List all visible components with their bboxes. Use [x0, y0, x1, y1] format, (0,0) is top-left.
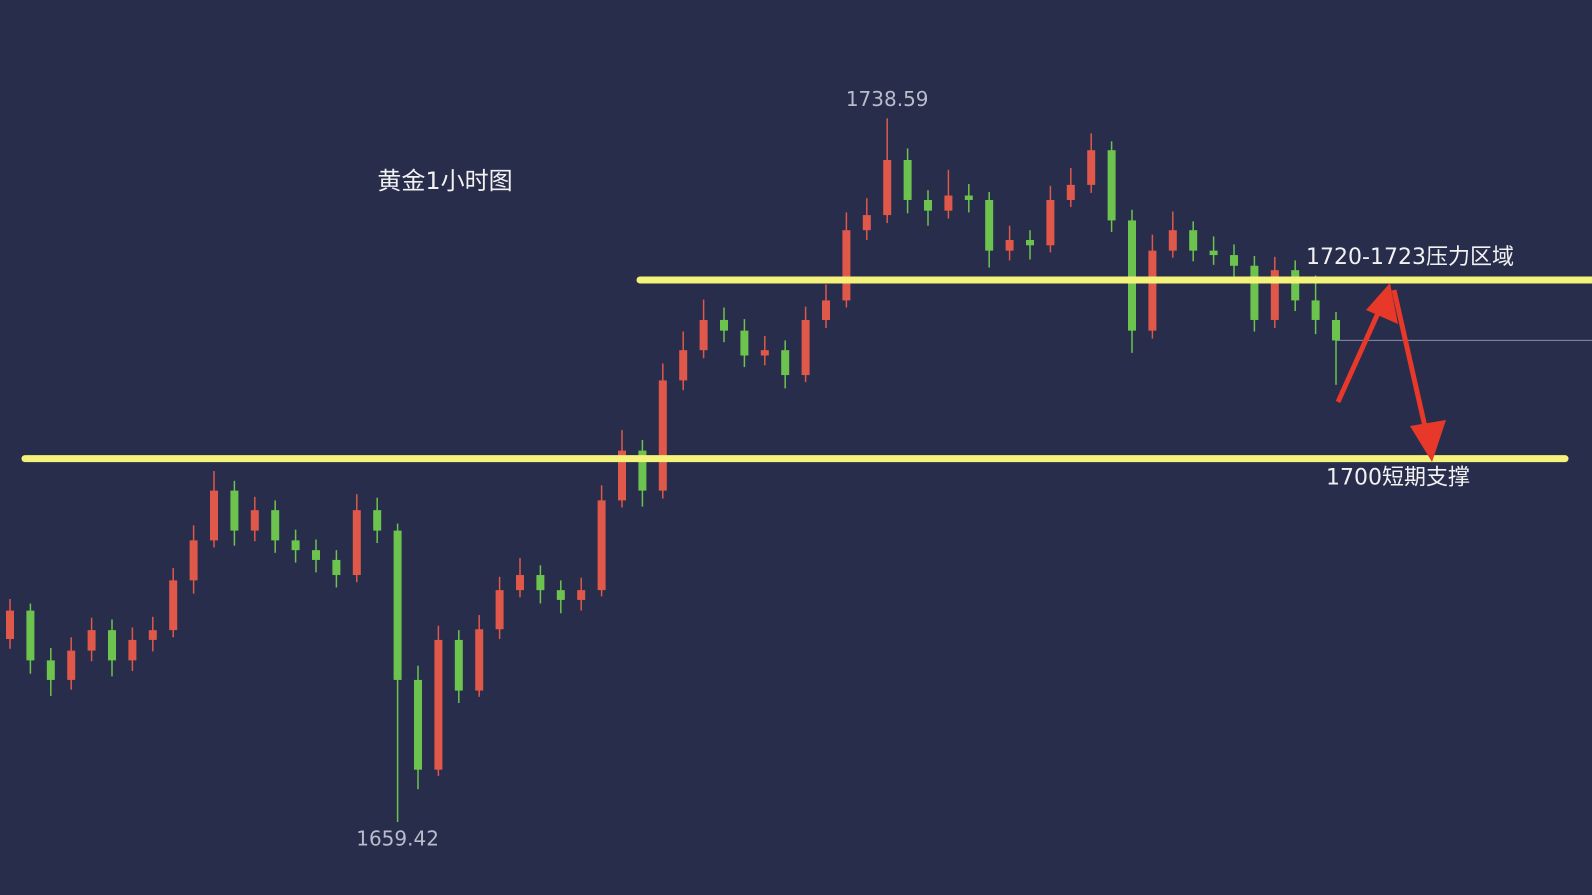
candle-body: [189, 540, 198, 581]
candle-body: [6, 610, 14, 640]
candle-body: [577, 590, 586, 600]
candle-body: [760, 350, 769, 356]
candle-body: [903, 159, 912, 200]
candle-body: [1168, 230, 1177, 251]
candle-body: [679, 350, 688, 381]
candle-body: [944, 195, 953, 211]
candle-body: [1066, 184, 1075, 200]
candle-body: [822, 300, 830, 320]
candle-body: [516, 575, 524, 591]
arrow-down: [1391, 289, 1431, 441]
candle-body: [740, 330, 749, 356]
candle-body: [1270, 270, 1279, 320]
candle-body: [332, 559, 341, 576]
candle-body: [414, 679, 422, 770]
candle-body: [536, 575, 545, 591]
candle-body: [1148, 250, 1157, 331]
candle-body: [373, 510, 382, 531]
candle-body: [352, 510, 361, 576]
candle-body: [230, 490, 239, 531]
candle-body: [1311, 300, 1320, 320]
candle-body: [46, 660, 55, 680]
arrow-up: [1335, 300, 1386, 404]
candle-body: [148, 630, 157, 640]
candle-body: [883, 159, 892, 216]
candle-body: [842, 230, 851, 301]
chart-title: 黄金1小时图: [377, 167, 512, 195]
candle-body: [128, 639, 137, 661]
level-label: 1720-1723压力区域: [1306, 245, 1514, 270]
candle-body: [393, 530, 402, 680]
level-label: 1700短期支撑: [1326, 466, 1470, 491]
candle-body: [964, 195, 973, 200]
candle-body: [1026, 239, 1034, 246]
candle-body: [1087, 150, 1096, 185]
arrow-head: [1410, 420, 1446, 462]
candle-body: [169, 580, 178, 631]
candle-body: [108, 630, 116, 661]
candle-body: [1107, 150, 1116, 221]
candle-body: [67, 650, 76, 680]
candle-body: [87, 630, 96, 651]
candle-body: [597, 500, 606, 591]
candle-body: [454, 639, 463, 691]
candle-body: [1209, 250, 1218, 256]
candle-body: [1332, 319, 1340, 341]
candle-body: [434, 639, 443, 770]
candle-body: [618, 450, 626, 501]
candle-body: [495, 590, 504, 630]
candle-body: [291, 540, 300, 551]
candle-body: [862, 215, 871, 231]
candle-body: [312, 550, 320, 560]
candle-body: [924, 199, 932, 211]
arrow-head: [1366, 283, 1398, 324]
candle-body: [250, 510, 259, 531]
candle-body: [1189, 230, 1198, 251]
candle-body: [985, 199, 994, 251]
candle-body: [1250, 265, 1259, 320]
low-label: 1659.42: [356, 826, 439, 850]
candle-body: [271, 510, 280, 541]
candle-body: [638, 450, 647, 491]
candle-body: [699, 319, 708, 351]
candle-body: [720, 319, 728, 331]
candle-body: [1291, 270, 1300, 301]
candle-body: [1046, 199, 1055, 246]
candle-body: [26, 610, 35, 661]
candle-body: [781, 350, 790, 376]
candle-body: [801, 319, 810, 376]
candle-body: [1230, 255, 1238, 266]
candle-body: [475, 629, 484, 691]
high-label: 1738.59: [846, 87, 929, 111]
candle-body: [658, 380, 667, 491]
arrows: [1335, 283, 1446, 462]
candle-body: [1128, 220, 1136, 331]
candle-body: [210, 490, 218, 541]
candle-body: [1005, 239, 1014, 251]
candle-body: [556, 590, 565, 600]
